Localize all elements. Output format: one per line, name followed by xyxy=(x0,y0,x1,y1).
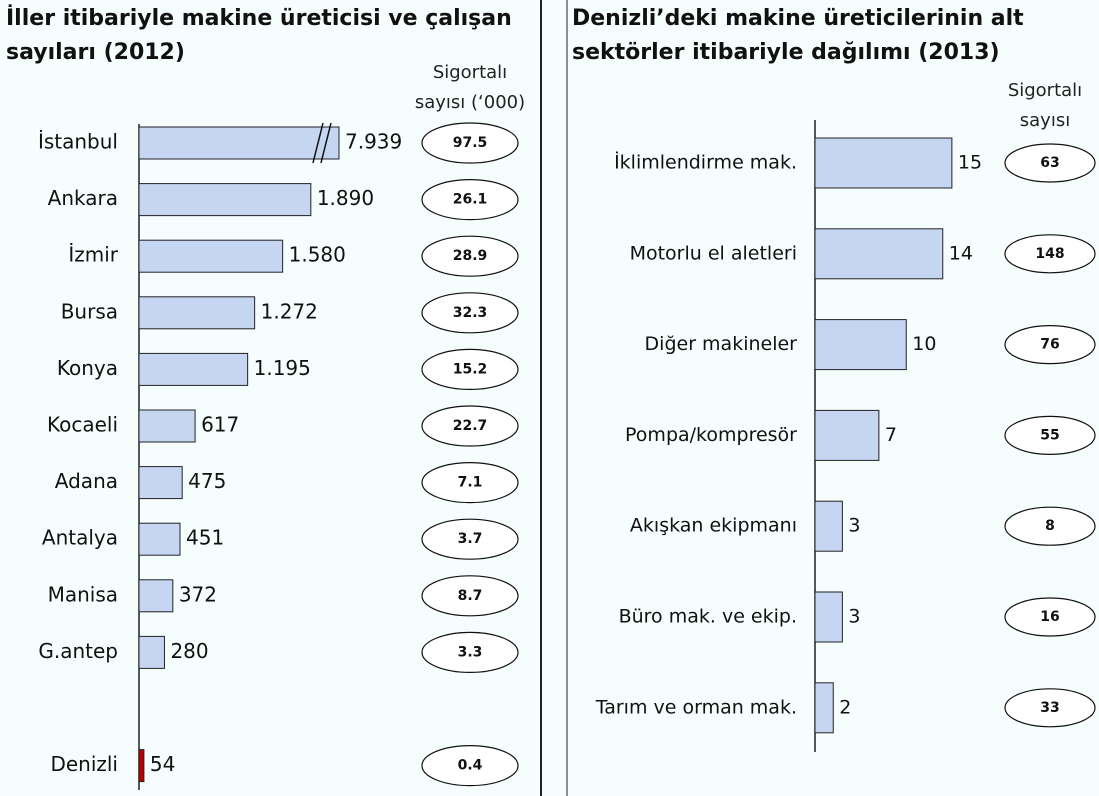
bar xyxy=(138,409,196,443)
category-label: G.antep xyxy=(38,639,118,663)
bar xyxy=(814,137,953,189)
side-ellipse xyxy=(1004,506,1096,546)
bar xyxy=(138,352,249,386)
side-ellipse xyxy=(421,235,519,277)
category-label: Motorlu el aletleri xyxy=(630,242,797,264)
side-ellipse xyxy=(1004,325,1096,365)
side-value: 148 xyxy=(1035,246,1064,262)
value-label: 1.195 xyxy=(254,356,311,380)
side-value: 15.2 xyxy=(453,361,488,377)
bar xyxy=(138,635,165,669)
bar xyxy=(138,239,284,273)
category-label: Bursa xyxy=(61,299,118,323)
side-value: 55 xyxy=(1040,427,1059,443)
bar xyxy=(814,500,843,552)
side-ellipse xyxy=(1004,597,1096,637)
bar xyxy=(138,749,145,783)
side-value: 8 xyxy=(1045,518,1055,534)
bar xyxy=(138,522,181,556)
category-label: Tarım ve orman mak. xyxy=(595,696,797,718)
bar xyxy=(138,579,174,613)
side-value: 8.7 xyxy=(458,588,483,604)
category-label: İklimlendirme mak. xyxy=(614,151,797,174)
category-label: Antalya xyxy=(42,526,118,550)
side-ellipse xyxy=(421,348,519,390)
value-label: 1.890 xyxy=(317,186,374,210)
category-label: Pompa/kompresör xyxy=(625,424,797,446)
value-label: 280 xyxy=(170,639,208,663)
category-label: Adana xyxy=(55,469,118,493)
value-label: 3 xyxy=(848,606,860,628)
bar xyxy=(138,466,183,500)
chart-title: Denizli’deki makine üreticilerinin alt s… xyxy=(572,6,1024,65)
value-label: 2 xyxy=(839,696,851,718)
value-label: 1.272 xyxy=(261,299,318,323)
category-label: İzmir xyxy=(68,243,118,267)
category-label: İstanbul xyxy=(38,130,118,154)
side-value: 16 xyxy=(1040,609,1059,625)
value-label: 7 xyxy=(885,424,897,446)
side-ellipse xyxy=(421,462,519,504)
side-value: 3.3 xyxy=(458,644,483,660)
side-value: 33 xyxy=(1040,700,1059,716)
value-label: 3 xyxy=(848,515,860,537)
category-label: Diğer makineler xyxy=(645,333,798,355)
side-value: 22.7 xyxy=(453,418,488,434)
bar xyxy=(814,409,880,461)
side-value: 0.4 xyxy=(458,758,483,774)
side-ellipse xyxy=(421,179,519,221)
category-label: Manisa xyxy=(48,582,118,606)
side-value: 97.5 xyxy=(453,135,488,151)
side-value: 7.1 xyxy=(458,475,483,491)
axis-break xyxy=(320,122,332,164)
side-ellipse xyxy=(1004,688,1096,728)
side-ellipse xyxy=(421,292,519,334)
column-header: Sigortalı sayısı (‘000) xyxy=(414,62,526,113)
side-ellipse xyxy=(421,518,519,560)
bar xyxy=(138,296,256,330)
value-label: 7.939 xyxy=(345,130,402,154)
side-value: 3.7 xyxy=(458,531,483,547)
value-label: 54 xyxy=(150,752,175,776)
value-label: 14 xyxy=(949,242,973,264)
bar xyxy=(814,682,834,734)
category-label: Ankara xyxy=(48,186,118,210)
category-label: Büro mak. ve ekip. xyxy=(619,606,797,628)
value-label: 451 xyxy=(186,526,224,550)
category-label: Denizli xyxy=(50,752,118,776)
side-ellipse xyxy=(421,122,519,164)
bar xyxy=(138,183,312,217)
value-label: 475 xyxy=(188,469,226,493)
side-ellipse xyxy=(421,405,519,447)
side-ellipse xyxy=(1004,234,1096,274)
bar xyxy=(814,591,843,643)
column-header: Sigortalı sayısı xyxy=(1007,80,1083,131)
side-value: 76 xyxy=(1040,337,1059,353)
category-label: Konya xyxy=(57,356,118,380)
side-ellipse xyxy=(421,575,519,617)
bar xyxy=(814,319,907,371)
value-label: 1.580 xyxy=(289,243,346,267)
category-label: Kocaeli xyxy=(47,413,118,437)
side-value: 32.3 xyxy=(453,305,488,321)
side-value: 63 xyxy=(1040,155,1059,171)
category-label: Akışkan ekipmanı xyxy=(630,515,797,537)
side-ellipse xyxy=(1004,415,1096,455)
value-label: 10 xyxy=(912,333,936,355)
side-value: 28.9 xyxy=(453,248,488,264)
side-ellipse xyxy=(421,631,519,674)
bar xyxy=(814,228,944,280)
axis-break xyxy=(312,122,324,164)
side-ellipse xyxy=(421,744,519,787)
value-label: 617 xyxy=(201,413,239,437)
value-label: 372 xyxy=(179,582,217,606)
side-ellipse xyxy=(1004,143,1096,183)
value-label: 15 xyxy=(958,152,982,174)
chart-title: İller itibariyle makine üreticisi ve çal… xyxy=(6,6,512,65)
bar xyxy=(138,126,340,160)
side-value: 26.1 xyxy=(453,192,488,208)
